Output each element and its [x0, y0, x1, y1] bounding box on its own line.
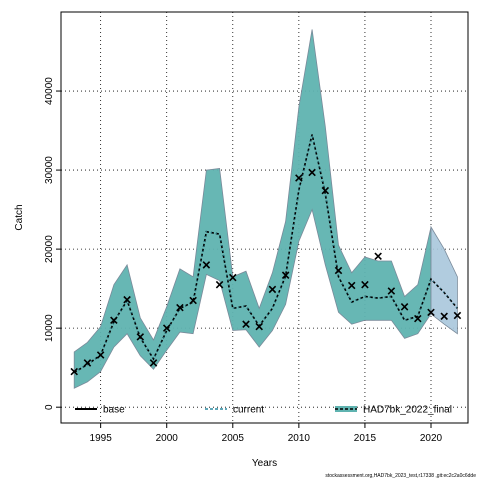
- data-point: [136, 333, 145, 341]
- legend-label: current: [233, 405, 264, 416]
- x-axis-label: Years: [252, 458, 277, 469]
- data-point: [400, 303, 409, 311]
- legend-item: base: [75, 405, 125, 416]
- y-tick-label: 0: [44, 404, 55, 410]
- y-tick-label: 20000: [44, 235, 55, 263]
- data-point: [295, 174, 303, 182]
- data-point: [229, 273, 237, 282]
- footer-credit: stockassessment.org,HAD7bk_2023_test,r17…: [325, 473, 476, 479]
- data-point: [189, 296, 197, 305]
- data-point: [414, 314, 422, 323]
- data-point: [176, 303, 184, 312]
- data-point: [149, 359, 158, 367]
- data-point: [123, 295, 131, 304]
- data-point: [308, 168, 316, 177]
- data-point: [242, 320, 250, 328]
- data-point: [83, 359, 92, 367]
- data-point: [374, 252, 382, 260]
- data-point: [453, 311, 462, 320]
- data-point: [427, 308, 435, 317]
- projection-band: [430, 225, 458, 335]
- x-tick-label: 2010: [288, 433, 311, 444]
- data-point: [334, 266, 343, 275]
- x-tick-label: 2015: [354, 433, 377, 444]
- data-point: [361, 280, 369, 289]
- legend-item: HAD7bk_2022_final: [335, 405, 452, 416]
- grid-lines: [61, 12, 468, 423]
- data-point: [215, 280, 224, 289]
- y-tick-label: 30000: [44, 156, 55, 184]
- legend: base current HAD7bk_2022_final: [75, 405, 452, 416]
- x-tick-label: 2005: [222, 433, 245, 444]
- confidence-band: [73, 29, 432, 389]
- legend-label: base: [103, 405, 125, 416]
- data-point: [321, 186, 330, 195]
- x-tick-label: 1995: [90, 433, 113, 444]
- data-point: [202, 261, 211, 269]
- data-point: [440, 312, 448, 321]
- y-axis: 0 10000 20000 30000 40000: [44, 77, 61, 410]
- data-point: [281, 271, 290, 279]
- data-point: [255, 322, 263, 331]
- data-point: [347, 281, 356, 290]
- x-axis: 1995 2000 2005 2010 2015 2020: [90, 423, 443, 444]
- y-tick-label: 40000: [44, 77, 55, 105]
- legend-item: current: [205, 405, 264, 416]
- x-tick-label: 2020: [420, 433, 443, 444]
- data-point: [387, 287, 396, 295]
- x-tick-label: 2000: [156, 433, 179, 444]
- data-point: [70, 367, 78, 376]
- data-point: [110, 316, 118, 325]
- legend-label: HAD7bk_2022_final: [363, 405, 452, 416]
- data-point: [96, 351, 105, 359]
- current-line: [73, 134, 458, 373]
- observed-points: [70, 168, 462, 376]
- data-point: [162, 324, 171, 332]
- data-point: [268, 285, 277, 294]
- y-axis-label: Catch: [14, 204, 25, 230]
- y-tick-label: 10000: [44, 314, 55, 342]
- plot-frame: [60, 11, 469, 424]
